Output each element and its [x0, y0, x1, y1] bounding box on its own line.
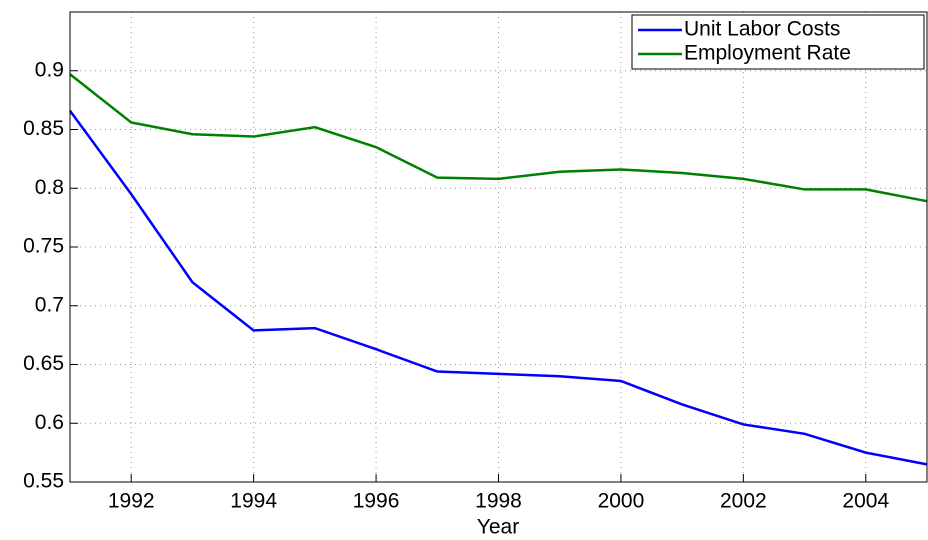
plot-frame — [69, 11, 928, 483]
x-tick-label: 2002 — [720, 490, 767, 513]
line-series — [69, 73, 928, 203]
legend-box — [631, 14, 925, 70]
y-tick-label: 0.75 — [23, 235, 64, 258]
x-tick-label: 1996 — [353, 490, 400, 513]
x-axis-label: Year — [477, 516, 519, 539]
y-tick-label: 0.55 — [23, 470, 64, 493]
legend-label: Employment Rate — [684, 42, 851, 65]
y-tick-label: 0.7 — [35, 293, 64, 316]
x-tick-label: 2000 — [598, 490, 645, 513]
y-tick-label: 0.9 — [35, 58, 64, 81]
x-tick-label: 1998 — [475, 490, 522, 513]
y-tick-label: 0.85 — [23, 117, 64, 140]
y-tick-label: 0.65 — [23, 352, 64, 375]
y-tick-label: 0.8 — [35, 176, 64, 199]
legend-label: Unit Labor Costs — [684, 18, 840, 41]
line-series — [68, 109, 928, 466]
y-tick-label: 0.6 — [35, 411, 64, 434]
x-tick-label: 1994 — [230, 490, 277, 513]
x-tick-label: 1992 — [108, 490, 155, 513]
x-tick-label: 2004 — [842, 490, 889, 513]
